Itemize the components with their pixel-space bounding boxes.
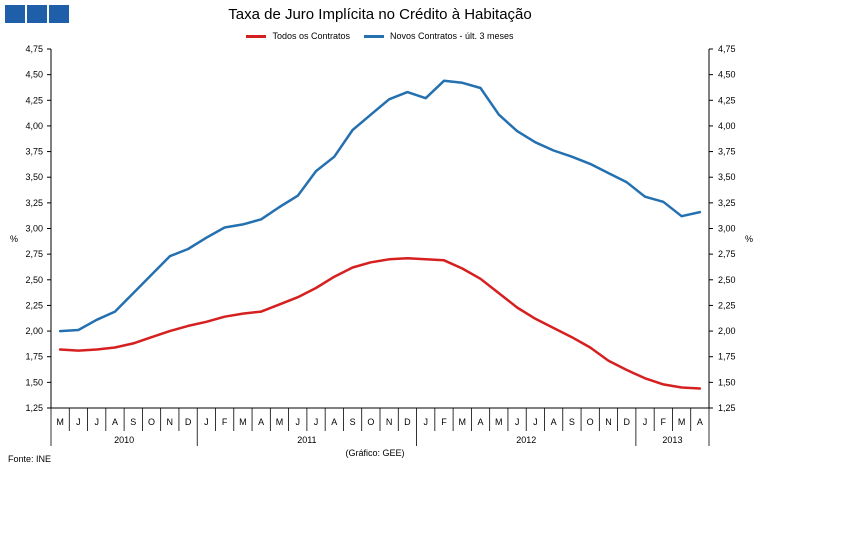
- y-tick-label-right: 3,50: [718, 172, 736, 182]
- month-label: D: [404, 417, 411, 427]
- chart-title: Taxa de Juro Implícita no Crédito à Habi…: [228, 6, 532, 23]
- y-tick-label-right: 3,00: [718, 224, 736, 234]
- legend-swatch-red: [246, 34, 267, 38]
- y-tick-label-right: 2,00: [718, 326, 736, 336]
- month-label: S: [569, 417, 575, 427]
- month-label: J: [296, 417, 301, 427]
- y-tick-label-right: 2,50: [718, 275, 736, 285]
- y-tick-label-right: 4,25: [718, 95, 736, 105]
- y-tick-label-left: 1,50: [25, 377, 43, 387]
- month-label: M: [56, 417, 64, 427]
- month-label: S: [130, 417, 136, 427]
- y-tick-label-left: 2,25: [25, 300, 43, 310]
- legend-item-novos: Novos Contratos - últ. 3 meses: [363, 31, 514, 41]
- month-label: O: [587, 417, 594, 427]
- year-label: 2012: [516, 435, 536, 445]
- legend-label-todos: Todos os Contratos: [272, 31, 350, 41]
- month-label: F: [222, 417, 228, 427]
- month-label: M: [678, 417, 686, 427]
- legend-item-todos: Todos os Contratos: [246, 31, 350, 41]
- y-tick-label-right: 3,75: [718, 147, 736, 157]
- y-tick-label-left: 3,75: [25, 147, 43, 157]
- month-label: A: [551, 417, 557, 427]
- month-label: M: [495, 417, 503, 427]
- y-tick-label-right: 1,50: [718, 377, 736, 387]
- y-tick-label-right: 4,50: [718, 70, 736, 80]
- month-label: J: [76, 417, 81, 427]
- month-label: J: [314, 417, 319, 427]
- logo-block: [49, 5, 69, 23]
- y-tick-label-left: 3,00: [25, 224, 43, 234]
- month-label: O: [367, 417, 374, 427]
- source-note: Fonte: INE: [8, 454, 52, 464]
- month-label: J: [533, 417, 538, 427]
- month-label: A: [112, 417, 118, 427]
- y-tick-label-left: 4,75: [25, 44, 43, 54]
- legend-swatch-blue: [363, 34, 384, 38]
- month-label: M: [276, 417, 284, 427]
- legend: Todos os Contratos Novos Contratos - últ…: [0, 31, 760, 41]
- month-label: J: [94, 417, 99, 427]
- month-label: A: [258, 417, 264, 427]
- y-tick-label-right: 1,75: [718, 352, 736, 362]
- month-label: O: [148, 417, 155, 427]
- month-label: D: [624, 417, 631, 427]
- y-tick-label-left: 1,75: [25, 352, 43, 362]
- month-label: M: [459, 417, 467, 427]
- y-tick-label-right: 4,00: [718, 121, 736, 131]
- y-tick-label-left: 1,25: [25, 403, 43, 413]
- month-label: J: [643, 417, 648, 427]
- series-line-todos-contratos: [58, 256, 702, 390]
- logo-block: [27, 5, 47, 23]
- y-axis-unit-right: %: [745, 234, 753, 244]
- y-tick-label-right: 2,75: [718, 249, 736, 259]
- y-axis-unit-left: %: [10, 234, 18, 244]
- month-label: A: [697, 417, 703, 427]
- y-tick-label-left: 4,25: [25, 95, 43, 105]
- month-label: J: [515, 417, 520, 427]
- logo: [5, 5, 69, 23]
- y-tick-label-left: 3,25: [25, 198, 43, 208]
- logo-block: [5, 5, 25, 23]
- y-tick-label-right: 2,25: [718, 300, 736, 310]
- month-label: S: [350, 417, 356, 427]
- y-tick-label-right: 4,75: [718, 44, 736, 54]
- month-label: F: [661, 417, 667, 427]
- month-label: N: [605, 417, 612, 427]
- month-label: J: [204, 417, 209, 427]
- month-label: N: [167, 417, 174, 427]
- y-tick-label-left: 2,75: [25, 249, 43, 259]
- month-label: A: [478, 417, 484, 427]
- chart-credit: (Gráfico: GEE): [345, 448, 405, 458]
- y-tick-label-left: 4,00: [25, 121, 43, 131]
- legend-label-novos: Novos Contratos - últ. 3 meses: [389, 31, 514, 41]
- series-line-novos-contratos: [58, 79, 702, 333]
- month-label: A: [331, 417, 337, 427]
- year-label: 2011: [297, 435, 316, 445]
- y-tick-label-left: 3,50: [25, 172, 43, 182]
- month-label: J: [423, 417, 428, 427]
- y-tick-label-left: 2,00: [25, 326, 43, 336]
- y-tick-label-right: 1,25: [718, 403, 736, 413]
- y-tick-label-right: 3,25: [718, 198, 736, 208]
- month-label: M: [239, 417, 247, 427]
- y-tick-label-left: 4,50: [25, 70, 43, 80]
- year-label: 2010: [114, 435, 134, 445]
- month-label: N: [386, 417, 393, 427]
- month-label: D: [185, 417, 192, 427]
- year-label: 2013: [662, 435, 682, 445]
- y-tick-label-left: 2,50: [25, 275, 43, 285]
- month-label: F: [441, 417, 447, 427]
